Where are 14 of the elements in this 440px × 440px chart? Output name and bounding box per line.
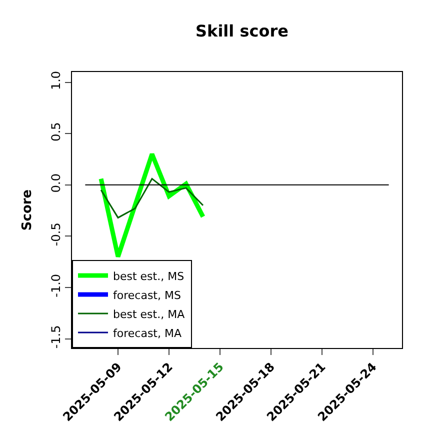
chart-title: Skill score (196, 21, 289, 40)
y-axis-title: Score (20, 189, 36, 231)
y-tick-label: -0.5 (49, 222, 64, 246)
line-series (98, 152, 206, 259)
y-tick-label: -1.5 (49, 325, 64, 349)
legend-label: forecast, MA (113, 326, 182, 340)
legend-label: best est., MS (113, 270, 184, 283)
legend-label: best est., MA (113, 308, 186, 321)
y-tick-label: 1.0 (49, 70, 64, 90)
y-tick-label: 0.0 (49, 174, 64, 193)
line-series (100, 178, 204, 218)
y-tick-label: -1.0 (49, 274, 64, 298)
y-tick-label: 0.5 (49, 122, 64, 142)
legend-label: forecast, MS (113, 288, 181, 302)
